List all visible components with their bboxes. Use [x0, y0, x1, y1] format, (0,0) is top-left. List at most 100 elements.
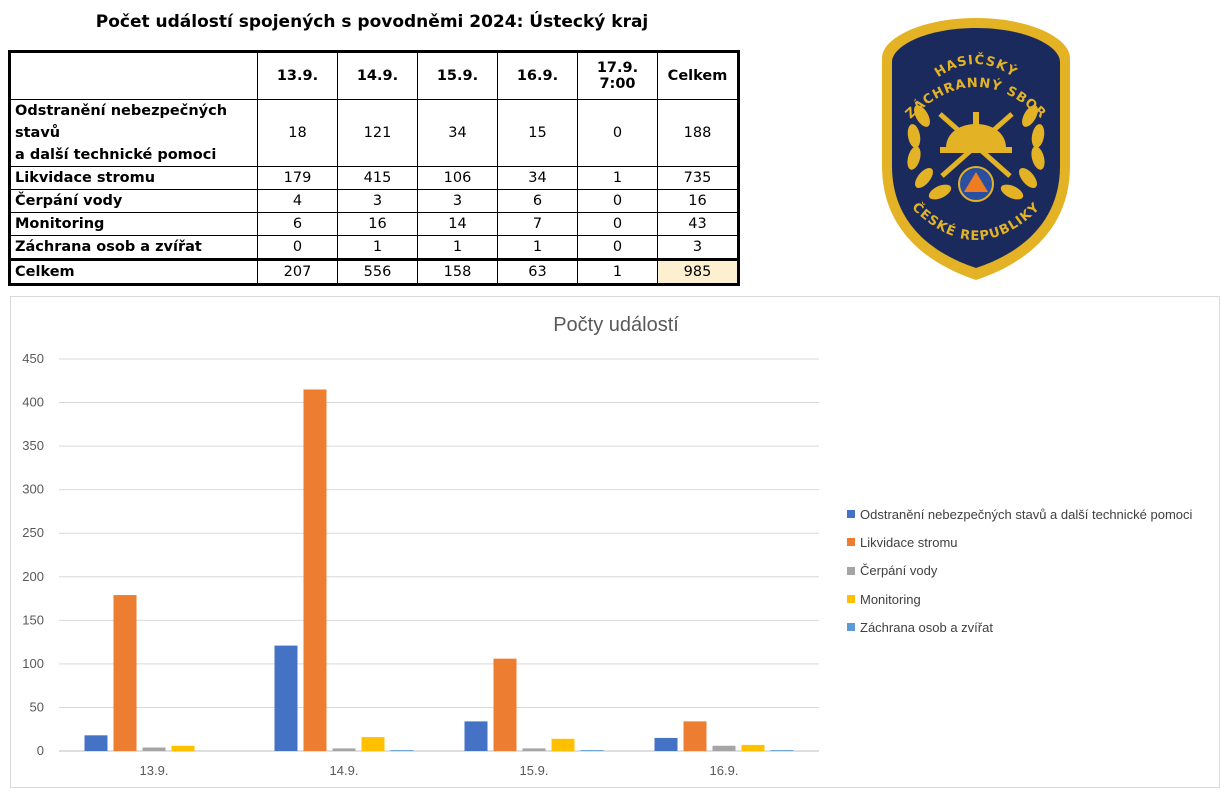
row-label: Záchrana osob a zvířat — [9, 235, 258, 260]
bar — [332, 748, 356, 751]
total-cell: 1 — [577, 258, 658, 285]
table-cell: 34 — [497, 166, 578, 190]
table-cell: 34 — [417, 99, 498, 167]
bar — [580, 750, 604, 751]
row-label-line: a další technické pomoci — [15, 147, 217, 163]
x-tick-label: 13.9. — [140, 763, 169, 778]
legend-label: Čerpání vody — [860, 563, 938, 579]
table-row: Odstranění nebezpečných stavů a další te… — [9, 99, 739, 167]
legend-label: Likvidace stromu — [860, 534, 958, 550]
table-cell: 6 — [497, 189, 578, 213]
y-tick-label: 200 — [22, 569, 44, 584]
y-tick-label: 400 — [22, 395, 44, 410]
row-label: Monitoring — [9, 212, 258, 236]
page-title: Počet událostí spojených s povodněmi 202… — [95, 12, 649, 32]
table-cell: 179 — [257, 166, 338, 190]
bar — [84, 735, 108, 751]
x-tick-label: 16.9. — [710, 763, 739, 778]
bar — [551, 738, 575, 751]
table-cell: 4 — [257, 189, 338, 213]
table-row: Čerpání vody 4 3 3 6 0 16 — [9, 189, 739, 213]
table-header-empty — [9, 51, 258, 100]
table-cell: 1 — [417, 235, 498, 260]
y-tick-label: 100 — [22, 656, 44, 671]
bar — [464, 721, 488, 751]
total-label: Celkem — [9, 258, 258, 285]
table-cell: 7 — [497, 212, 578, 236]
table-cell: 14 — [417, 212, 498, 236]
total-cell: 207 — [257, 258, 338, 285]
table-header-cell: 15.9. — [417, 51, 498, 100]
bar — [390, 750, 414, 751]
table-cell: 43 — [657, 212, 739, 236]
helmet-icon — [938, 112, 1014, 178]
bar-chart: Počty událostí 0 50 100 150 200 250 300 350 400 4… — [22, 314, 819, 778]
y-tick-label: 450 — [22, 351, 44, 366]
y-tick-label: 50 — [30, 699, 44, 714]
y-tick-label: 150 — [22, 612, 44, 627]
y-tick-label: 250 — [22, 525, 44, 540]
total-cell: 63 — [497, 258, 578, 285]
laurel-icon — [907, 105, 1045, 200]
table-cell: 0 — [577, 99, 658, 167]
bar — [712, 745, 736, 751]
grand-total-cell: 985 — [657, 258, 739, 285]
legend-swatch — [847, 595, 855, 604]
table-cell: 1 — [497, 235, 578, 260]
legend-label: Záchrana osob a zvířat — [860, 619, 993, 635]
table-cell: 1 — [337, 235, 418, 260]
y-tick-label: 0 — [37, 743, 44, 758]
bar — [361, 737, 385, 751]
table-cell: 3 — [417, 189, 498, 213]
legend-swatch — [847, 510, 855, 519]
legend-label: Monitoring — [860, 591, 921, 607]
bar — [113, 595, 137, 751]
bar — [303, 389, 327, 751]
table-cell: 18 — [257, 99, 338, 167]
table-cell: 0 — [577, 235, 658, 260]
table-row: Záchrana osob a zvířat 0 1 1 1 0 3 — [9, 235, 739, 260]
bar — [770, 750, 794, 751]
y-tick-label: 350 — [22, 438, 44, 453]
table-cell: 1 — [577, 166, 658, 190]
chart-gridlines — [59, 358, 819, 752]
legend-item: Likvidace stromu — [847, 528, 1192, 556]
legend-item: Monitoring — [847, 585, 1192, 613]
bar — [741, 744, 765, 751]
table-header-row: 13.9. 14.9. 15.9. 16.9. 17.9. 7:00 Celke… — [9, 51, 739, 100]
total-cell: 158 — [417, 258, 498, 285]
table-cell: 0 — [577, 212, 658, 236]
fire-rescue-logo: HASIČSKÝ ZÁCHRANNÝ SBOR ČESKÉ REPUBLIKY — [882, 18, 1070, 280]
table-cell: 121 — [337, 99, 418, 167]
bar — [171, 745, 195, 751]
table-header-cell: 16.9. — [497, 51, 578, 100]
y-tick-label: 300 — [22, 482, 44, 497]
table-header-cell: 14.9. — [337, 51, 418, 100]
legend-item: Záchrana osob a zvířat — [847, 613, 1192, 641]
chart-legend: Odstranění nebezpečných stavů a další te… — [847, 500, 1192, 641]
legend-swatch — [847, 566, 855, 575]
legend-label: Odstranění nebezpečných stavů a další te… — [860, 506, 1193, 522]
x-tick-label: 14.9. — [330, 763, 359, 778]
table-cell: 3 — [337, 189, 418, 213]
bar — [142, 747, 166, 751]
total-cell: 556 — [337, 258, 418, 285]
table-cell: 188 — [657, 99, 739, 167]
table-cell: 0 — [577, 189, 658, 213]
table-cell: 15 — [497, 99, 578, 167]
row-label: Čerpání vody — [9, 189, 258, 213]
legend-item: Čerpání vody — [847, 557, 1192, 585]
table-header-cell: 17.9. 7:00 — [577, 51, 658, 100]
chart-title: Počty událostí — [553, 314, 679, 336]
table-cell: 106 — [417, 166, 498, 190]
legend-swatch — [847, 623, 855, 632]
events-table: 13.9. 14.9. 15.9. 16.9. 17.9. 7:00 Celke… — [8, 50, 740, 286]
table-cell: 0 — [257, 235, 338, 260]
bar — [274, 645, 298, 751]
table-header-cell: Celkem — [657, 51, 739, 100]
table-cell: 735 — [657, 166, 739, 190]
bar — [493, 658, 517, 751]
table-cell: 415 — [337, 166, 418, 190]
table-cell: 16 — [657, 189, 739, 213]
bar — [522, 748, 546, 751]
